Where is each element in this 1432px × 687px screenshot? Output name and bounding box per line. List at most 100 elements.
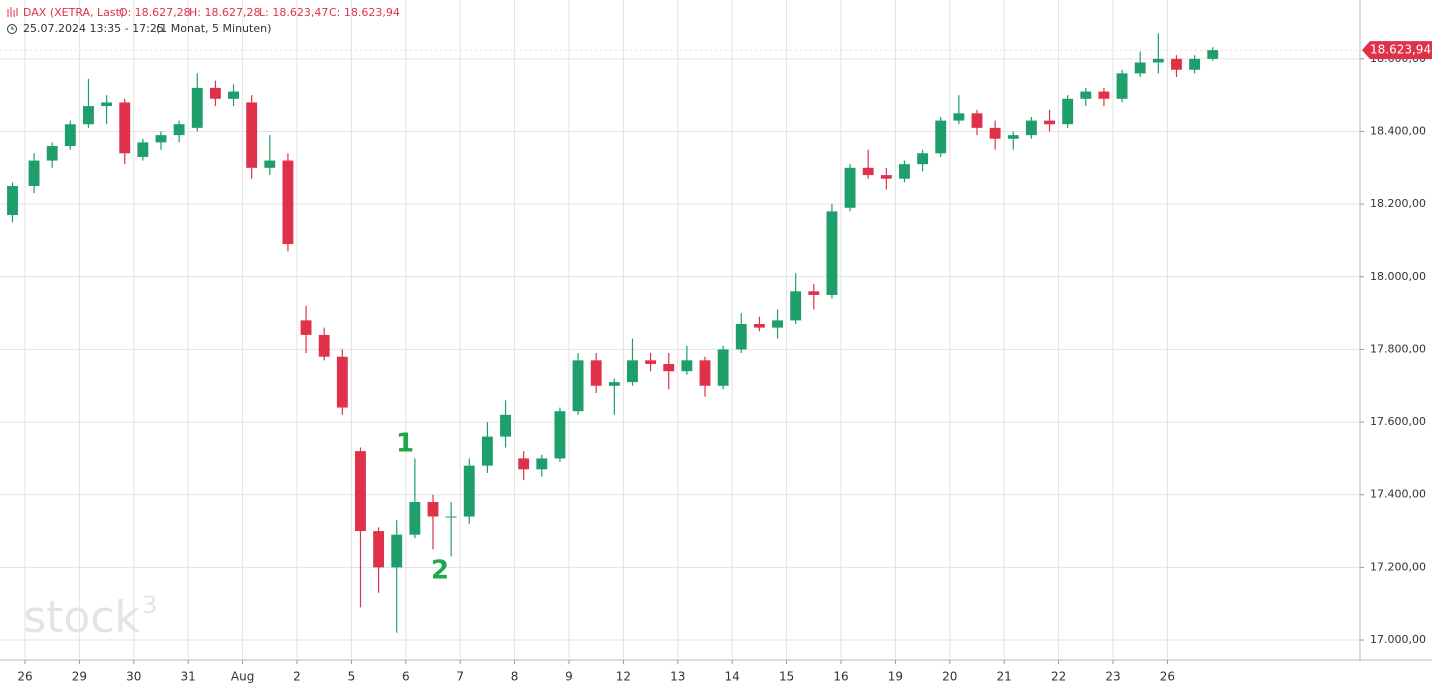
- candle-body: [826, 211, 838, 295]
- candle-body: [590, 360, 602, 386]
- candle-body: [83, 106, 94, 125]
- watermark-sup: 3: [142, 591, 157, 619]
- annotation: 1: [396, 428, 414, 458]
- candle-body: [862, 167, 874, 176]
- candle-body: [880, 175, 892, 179]
- candle-body: [1044, 120, 1055, 125]
- x-tick-label: 21: [997, 670, 1012, 684]
- candle-body: [645, 360, 657, 364]
- candle-body: [518, 458, 530, 470]
- candle-body: [1007, 135, 1019, 139]
- x-tick-label: 6: [402, 670, 410, 684]
- candle-body: [772, 320, 783, 328]
- y-tick-label: 17.200,00: [1370, 560, 1426, 573]
- x-tick-label: 19: [888, 670, 903, 684]
- candle-body: [46, 146, 58, 161]
- candle-body: [1080, 91, 1092, 99]
- instrument: DAX (XETRA, Last): [23, 6, 124, 19]
- y-tick-label: 18.400,00: [1370, 124, 1426, 137]
- candle-body: [554, 411, 566, 459]
- candle-body: [1025, 120, 1037, 136]
- candle-body: [445, 516, 457, 518]
- x-tick-label: 2: [293, 670, 301, 684]
- price-tag: [1362, 41, 1432, 60]
- candle-body: [463, 465, 475, 517]
- x-tick-label: 22: [1051, 670, 1066, 684]
- candle-body: [427, 501, 439, 517]
- x-tick-label: 20: [942, 670, 957, 684]
- candle-body: [953, 113, 965, 121]
- x-tick-label: 23: [1105, 670, 1120, 684]
- candle-body: [753, 324, 765, 328]
- x-tick-label: 29: [72, 670, 87, 684]
- close: C: 18.623,94: [329, 6, 400, 19]
- candle-body: [608, 382, 620, 386]
- candle-body: [155, 135, 167, 143]
- watermark: stock: [23, 592, 140, 643]
- candle-body: [28, 160, 40, 186]
- candle-body: [1134, 62, 1146, 74]
- clock-hand: [11, 26, 14, 30]
- y-tick-label: 17.600,00: [1370, 415, 1426, 428]
- candle-body: [481, 436, 493, 466]
- high: H: 18.627,28: [189, 6, 260, 19]
- candle-body: [989, 127, 1001, 139]
- candle-body: [191, 87, 203, 128]
- candle-body: [318, 334, 330, 357]
- candle-body: [935, 120, 947, 154]
- candle-body: [1116, 73, 1128, 99]
- candle-body: [101, 102, 113, 107]
- x-tick-label: 15: [779, 670, 794, 684]
- x-tick-label: 8: [511, 670, 519, 684]
- candle-body: [119, 102, 131, 154]
- x-tick-label: 7: [456, 670, 464, 684]
- header: DAX (XETRA, Last) O: 18.627,28 H: 18.627…: [7, 6, 400, 35]
- candle-body: [681, 360, 693, 372]
- x-tick-label: 14: [725, 670, 740, 684]
- candle-body: [264, 160, 276, 168]
- candle-body: [735, 324, 747, 350]
- candle-body: [627, 360, 638, 383]
- candle-body: [1189, 58, 1201, 70]
- x-tick-label: 16: [833, 670, 848, 684]
- x-tick-label: 5: [348, 670, 356, 684]
- candle-body: [536, 458, 548, 470]
- low: L: 18.623,47: [259, 6, 328, 19]
- y-tick-label: 17.400,00: [1370, 488, 1426, 501]
- candle-body: [1062, 98, 1074, 125]
- candle-body: [64, 124, 76, 147]
- price-tag-label: 18.623,94: [1370, 43, 1431, 57]
- candle-body: [808, 291, 820, 295]
- x-tick-label: 26: [1160, 670, 1175, 684]
- x-tick-label: 13: [670, 670, 685, 684]
- candle-body: [173, 124, 185, 136]
- candle-body: [300, 320, 312, 335]
- time-range: 25.07.2024 13:35 - 17:25: [23, 22, 164, 35]
- y-tick-label: 17.000,00: [1370, 633, 1426, 646]
- candle-body: [717, 349, 729, 386]
- x-tick-label: 30: [126, 670, 141, 684]
- candle-body: [1098, 91, 1110, 99]
- candle-body: [971, 113, 983, 128]
- candle-body: [500, 414, 511, 437]
- candle-body: [137, 142, 149, 157]
- candle-body: [790, 291, 802, 321]
- x-tick-label: Aug: [231, 670, 254, 684]
- x-tick-label: 26: [17, 670, 32, 684]
- candle-body: [572, 360, 584, 412]
- candle-body: [373, 531, 385, 568]
- x-tick-label: 12: [616, 670, 631, 684]
- open: O: 18.627,28: [119, 6, 191, 19]
- candle-body: [699, 360, 711, 386]
- candle-body: [246, 102, 258, 168]
- candle-body: [844, 167, 856, 208]
- interval: (1 Monat, 5 Minuten): [156, 22, 271, 35]
- bars-icon: [7, 7, 18, 17]
- candle-body: [1152, 58, 1164, 63]
- x-tick-label: 31: [181, 670, 196, 684]
- candle-body: [209, 87, 221, 99]
- candle-body: [355, 451, 366, 532]
- candle-body: [7, 185, 18, 216]
- candle-body: [917, 153, 929, 165]
